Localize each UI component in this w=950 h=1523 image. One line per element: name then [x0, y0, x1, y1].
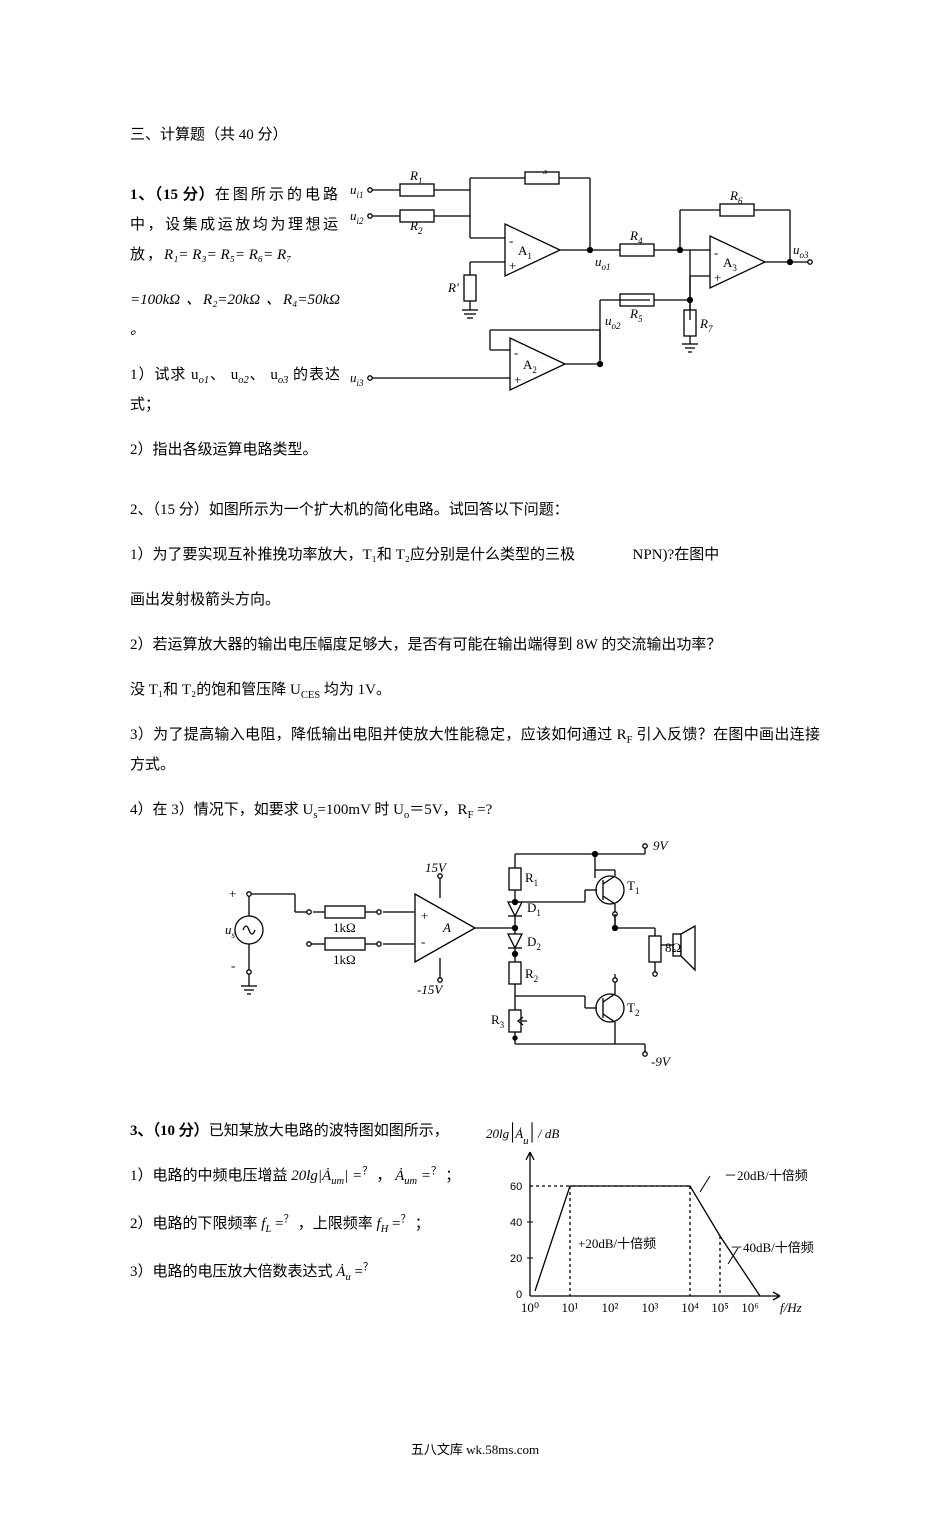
- svg-text:10¹: 10¹: [562, 1300, 579, 1315]
- svg-text:R6: R6: [729, 188, 743, 206]
- svg-text:A: A: [442, 920, 451, 935]
- p2-q1: 1）为了要实现互补推挽功率放大，T₁和 T₂应分别是什么类型的三极 NPN)?在…: [130, 540, 820, 570]
- svg-text:uo1: uo1: [595, 254, 611, 272]
- p1-q2: 2）指出各级运算电路类型。: [130, 435, 820, 465]
- problem-1: ui1 ui2 ui3 R1 R2 R3 R' A1 A2 A3 - + - +…: [130, 180, 820, 480]
- svg-text:10⁶: 10⁶: [741, 1300, 759, 1315]
- svg-text:R2: R2: [409, 218, 423, 236]
- svg-text:ui3: ui3: [350, 370, 364, 388]
- page: 三、计算题（共 40 分）: [0, 0, 950, 1523]
- svg-text:T2: T2: [627, 1000, 639, 1018]
- svg-text:8Ω: 8Ω: [665, 940, 681, 955]
- bode-figure: 20lg|Ȧu| / dB: [480, 1116, 820, 1357]
- svg-text:9V: 9V: [653, 840, 670, 853]
- svg-text:D2: D2: [527, 934, 541, 952]
- svg-text:10⁰: 10⁰: [521, 1300, 539, 1315]
- svg-text:R5: R5: [629, 306, 643, 324]
- svg-text:-9V: -9V: [651, 1054, 672, 1069]
- svg-text:15V: 15V: [425, 860, 448, 875]
- p2-q2a: 2）若运算放大器的输出电压幅度足够大，是否有可能在输出端得到 8W 的交流输出功…: [130, 630, 820, 660]
- svg-text:ui1: ui1: [350, 182, 364, 200]
- svg-text:uo3: uo3: [793, 242, 809, 260]
- svg-text:20lg|Ȧu| / dB: 20lg|Ȧu| / dB: [486, 1118, 559, 1147]
- svg-text:60: 60: [510, 1181, 522, 1193]
- svg-text:uo2: uo2: [605, 313, 621, 331]
- svg-text:+20dB/十倍频: +20dB/十倍频: [578, 1236, 656, 1251]
- svg-text:ui2: ui2: [350, 208, 364, 226]
- svg-text:T1: T1: [627, 878, 639, 896]
- svg-text:1kΩ: 1kΩ: [333, 952, 356, 967]
- svg-text:+: +: [714, 270, 721, 285]
- svg-text:10⁴: 10⁴: [681, 1300, 699, 1315]
- svg-text:R4: R4: [629, 228, 643, 246]
- svg-text:R7: R7: [699, 316, 713, 334]
- p2-q2b: 没 T₁和 T₂的饱和管压降 UCES 均为 1V。: [130, 675, 820, 705]
- p2-q1c: 画出发射极箭头方向。: [130, 585, 820, 615]
- p2-q3: 3）为了提高输入电阻，降低输出电阻并使放大性能稳定，应该如何通过 RF 引入反馈…: [130, 720, 820, 780]
- svg-text:us: us: [225, 922, 236, 940]
- problem-2: 2、（15 分）如图所示为一个扩大机的简化电路。试回答以下问题： 1）为了要实现…: [130, 495, 820, 1101]
- svg-text:20: 20: [510, 1253, 522, 1265]
- svg-text:-: -: [509, 233, 513, 248]
- svg-text:+: +: [229, 886, 236, 901]
- svg-text:R1: R1: [525, 870, 538, 888]
- svg-text:R3: R3: [491, 1012, 505, 1030]
- svg-text:10²: 10²: [602, 1300, 619, 1315]
- svg-text:-: -: [231, 958, 235, 973]
- svg-text:-15V: -15V: [417, 982, 444, 997]
- page-footer: 五八文库 wk.58ms.com: [130, 1437, 820, 1463]
- svg-text:40: 40: [510, 1217, 522, 1229]
- svg-text:1kΩ: 1kΩ: [333, 920, 356, 935]
- circuit-2-figure: + - us 1kΩ 1kΩ + - A 15V -15V D1 D2 R1 R…: [130, 840, 820, 1101]
- svg-text:－40dB/十倍频: －40dB/十倍频: [730, 1240, 814, 1255]
- p2-lead: 2、（15 分）如图所示为一个扩大机的简化电路。试回答以下问题：: [130, 495, 820, 525]
- svg-text:+: +: [509, 258, 516, 273]
- section-title: 三、计算题（共 40 分）: [130, 120, 820, 150]
- svg-text:-: -: [714, 245, 718, 260]
- svg-text:-: -: [421, 934, 425, 949]
- svg-text:f/Hz: f/Hz: [780, 1300, 802, 1315]
- p2-q4: 4）在 3）情况下，如要求 Us=100mV 时 Uo＝5V，RF =?: [130, 795, 820, 825]
- svg-text:D1: D1: [527, 900, 541, 918]
- svg-text:10⁵: 10⁵: [711, 1300, 729, 1315]
- svg-text:R2: R2: [525, 966, 538, 984]
- svg-text:+: +: [421, 908, 428, 923]
- svg-text:10³: 10³: [642, 1300, 659, 1315]
- svg-text:R3: R3: [534, 170, 548, 176]
- circuit-1-figure: ui1 ui2 ui3 R1 R2 R3 R' A1 A2 A3 - + - +…: [350, 170, 820, 411]
- problem-3: 20lg|Ȧu| / dB: [130, 1116, 820, 1357]
- svg-text:-: -: [514, 345, 518, 360]
- svg-text:－20dB/十倍频: －20dB/十倍频: [724, 1168, 808, 1183]
- svg-text:+: +: [514, 372, 521, 387]
- svg-text:R': R': [447, 280, 459, 295]
